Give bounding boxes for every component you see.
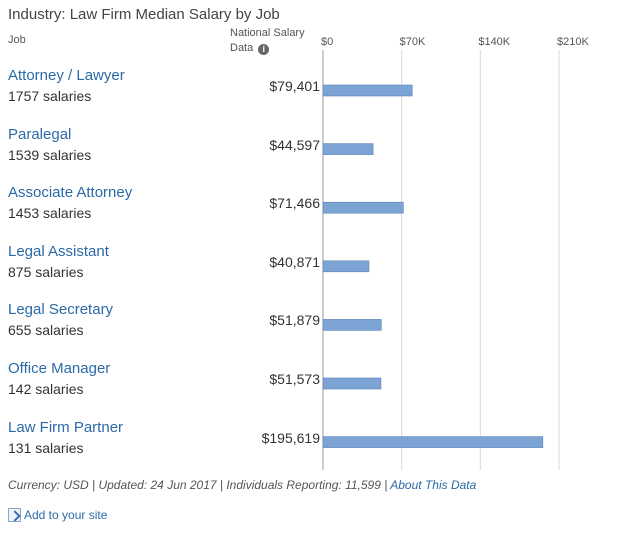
salary-count: 875 salaries — [8, 263, 84, 280]
add-to-site-button[interactable]: Add to your site — [8, 508, 107, 522]
job-row: Legal Assistant 875 salaries — [8, 242, 248, 282]
median-salary-value: $195,619 — [261, 429, 320, 446]
salary-count: 142 salaries — [8, 381, 84, 397]
job-row: Paralegal 1539 salaries — [8, 125, 248, 165]
job-title-link[interactable]: Law Firm Partner — [8, 418, 124, 436]
median-salary-value: $51,879 — [269, 312, 320, 329]
median-salary-value: $79,401 — [269, 78, 320, 94]
about-this-data-link[interactable]: About This Data — [390, 478, 477, 492]
job-title-link[interactable]: Paralegal — [8, 125, 72, 143]
salary-bar[interactable] — [322, 377, 382, 390]
job-title-link[interactable]: Legal Assistant — [8, 242, 109, 260]
median-salary-value: $40,871 — [269, 253, 320, 270]
salary-bar[interactable] — [322, 201, 404, 214]
job-title-link[interactable]: Office Manager — [8, 360, 111, 377]
salary-bar[interactable] — [322, 84, 413, 97]
x-tick-label: $140K — [478, 36, 510, 48]
footer-text: Currency: USD | Updated: 24 Jun 2017 | I… — [8, 478, 388, 492]
median-salary-value: $71,466 — [269, 195, 320, 212]
median-salary-value: $44,597 — [269, 136, 320, 153]
job-row: Attorney / Lawyer 1757 salaries — [8, 66, 248, 106]
salary-bar[interactable] — [322, 143, 374, 155]
job-column-header: Job — [8, 34, 26, 46]
salary-count: 655 salaries — [8, 322, 84, 339]
info-icon[interactable]: i — [258, 44, 270, 55]
job-row: Associate Attorney 1453 salaries — [8, 183, 248, 223]
job-row: Law Firm Partner 131 salaries — [8, 418, 248, 458]
median-salary-value: $51,573 — [269, 371, 320, 387]
x-tick-label: $0 — [321, 36, 333, 48]
job-title-link[interactable]: Associate Attorney — [8, 184, 133, 202]
job-title-link[interactable]: Attorney / Lawyer — [8, 67, 125, 84]
salary-bar[interactable] — [322, 319, 382, 331]
salary-count: 1757 salaries — [8, 88, 92, 104]
x-tick-label: $210K — [557, 36, 589, 48]
national-salary-header-line1: National Salary — [230, 27, 305, 39]
job-row: Office Manager 142 salaries — [8, 359, 248, 399]
add-to-site-label: Add to your site — [24, 508, 108, 522]
salary-count: 1453 salaries — [8, 205, 92, 222]
x-tick-label: $70K — [400, 36, 426, 48]
job-title-link[interactable]: Legal Secretary — [8, 301, 114, 319]
salary-count: 1539 salaries — [8, 146, 92, 163]
chart-title: Industry: Law Firm Median Salary by Job — [8, 6, 280, 23]
add-site-icon — [8, 508, 21, 522]
national-salary-header-line2: Data — [230, 42, 254, 54]
footer: Currency: USD | Updated: 24 Jun 2017 | I… — [8, 478, 476, 492]
job-row: Legal Secretary 655 salaries — [8, 300, 248, 340]
salary-bar[interactable] — [322, 260, 370, 273]
salary-bar[interactable] — [322, 436, 544, 448]
salary-count: 131 salaries — [8, 439, 84, 456]
national-salary-header: National Salary Data i — [230, 26, 305, 56]
